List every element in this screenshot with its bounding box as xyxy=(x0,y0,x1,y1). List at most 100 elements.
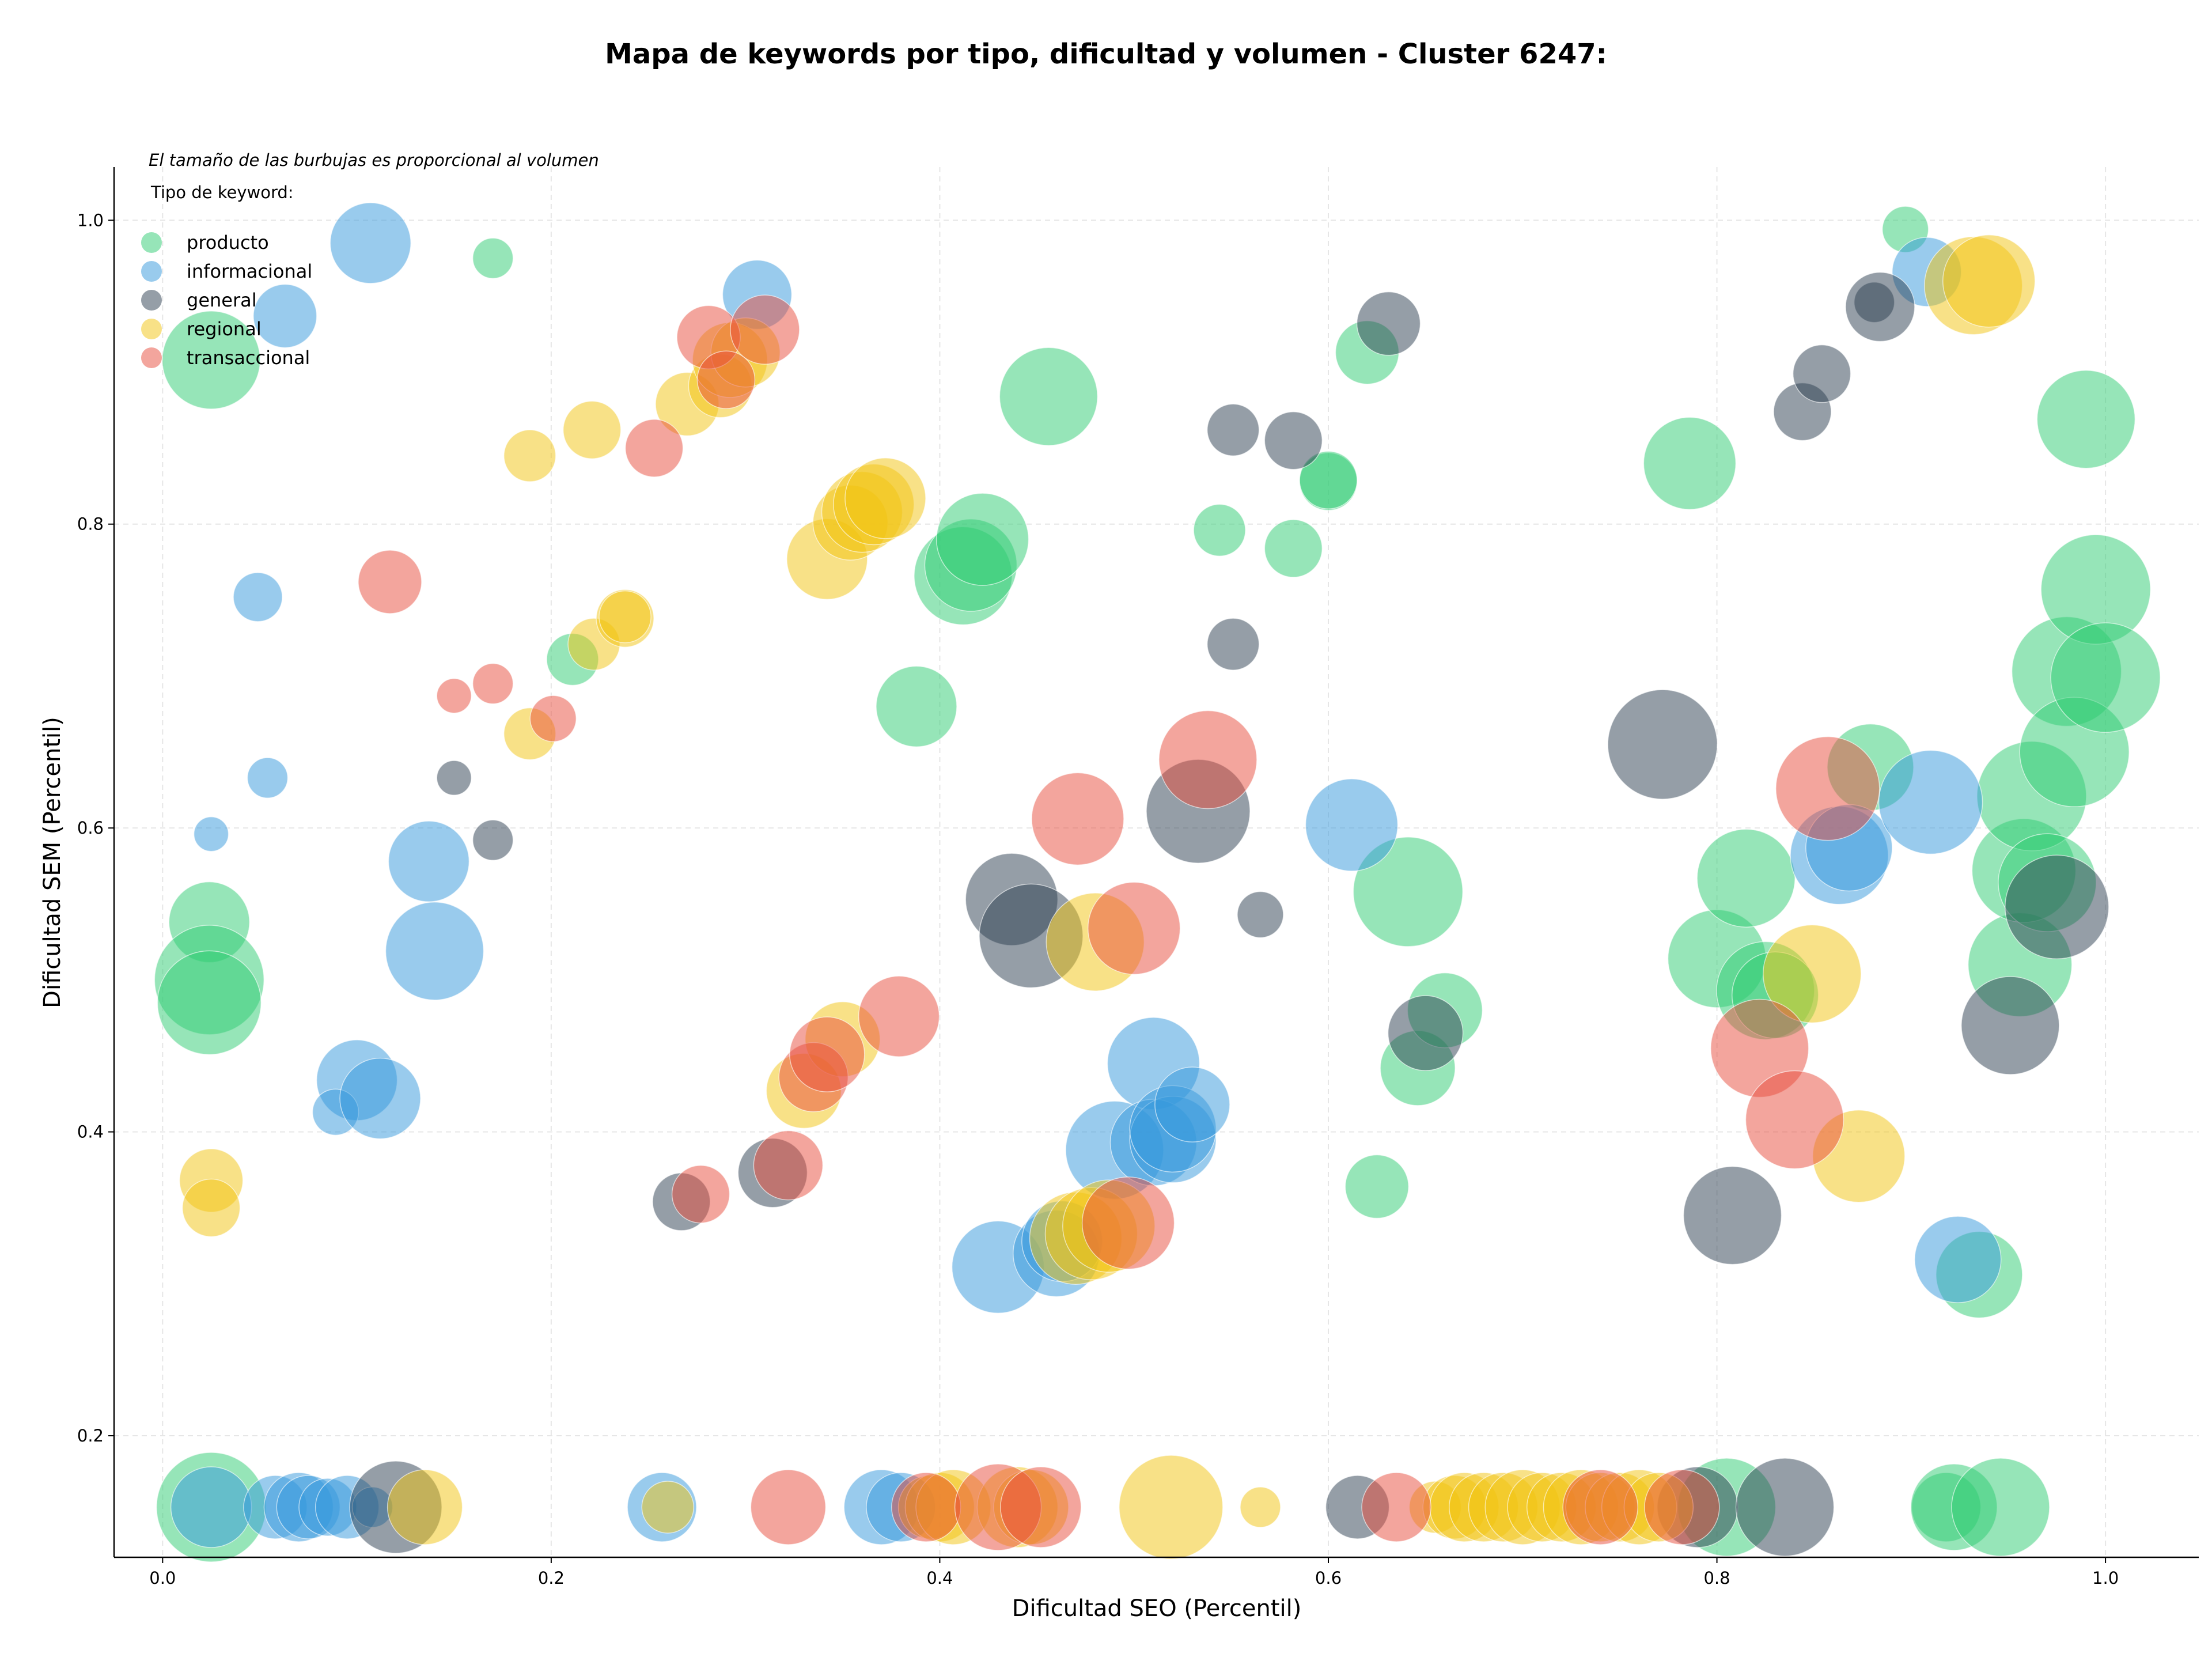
bubble-transaccional xyxy=(789,1016,865,1092)
bubble-general xyxy=(1387,995,1464,1071)
bubble-general xyxy=(1356,291,1421,356)
bubble-producto xyxy=(161,311,261,410)
bubble-informacional xyxy=(1914,1216,2002,1303)
bubble-general xyxy=(1961,976,2060,1075)
bubble-transaccional xyxy=(358,550,422,614)
x-tick-label: 0.4 xyxy=(926,1568,953,1588)
bubble-general xyxy=(1735,1458,1835,1557)
legend-marker-informacional xyxy=(141,261,162,282)
bubble-layer xyxy=(154,202,2161,1562)
bubble-general xyxy=(1845,271,1915,342)
bubble-producto xyxy=(935,493,1029,586)
legend-label-general: general xyxy=(187,289,257,311)
bubble-producto xyxy=(2036,370,2136,469)
bubble-regional xyxy=(562,400,622,459)
legend-label-regional: regional xyxy=(187,318,262,340)
x-tick-label: 0.2 xyxy=(538,1568,565,1588)
bubble-producto xyxy=(1344,1154,1410,1219)
bubble-transaccional xyxy=(1081,1176,1175,1270)
bubble-producto xyxy=(1696,828,1796,928)
bubble-regional xyxy=(641,1481,694,1534)
bubble-general xyxy=(1237,891,1284,939)
bubble-transaccional xyxy=(1031,772,1124,866)
x-tick-label: 1.0 xyxy=(2092,1568,2119,1588)
bubble-general xyxy=(1264,411,1323,470)
x-tick-label: 0.0 xyxy=(149,1568,176,1588)
bubble-producto xyxy=(1353,837,1464,947)
bubble-transaccional xyxy=(1087,881,1181,975)
bubble-transaccional xyxy=(750,1469,827,1545)
bubble-general xyxy=(436,760,472,796)
bubble-producto xyxy=(1643,417,1737,510)
bubble-regional xyxy=(181,1178,241,1238)
y-tick-label: 0.4 xyxy=(77,1122,104,1142)
bubble-transaccional xyxy=(624,419,684,478)
bubble-informacional xyxy=(339,1057,421,1140)
legend-marker-producto xyxy=(141,232,162,253)
y-tick-label: 0.2 xyxy=(77,1426,104,1446)
axes xyxy=(113,167,2199,1558)
bubble-transaccional xyxy=(1745,1070,1844,1170)
bubble-producto xyxy=(1264,519,1323,578)
y-tick-label: 0.8 xyxy=(77,514,104,534)
bubble-transaccional xyxy=(472,663,514,705)
bubble-transaccional xyxy=(1644,1469,1720,1545)
bubble-regional xyxy=(503,429,556,482)
legend-marker-transaccional xyxy=(141,347,162,368)
legend-marker-general xyxy=(141,290,162,311)
bubble-regional xyxy=(1763,924,1862,1024)
bubble-informacional xyxy=(233,572,283,622)
bubble-general xyxy=(472,819,514,861)
x-axis-label: Dificultad SEO (Percentil) xyxy=(1012,1595,1302,1622)
bubble-producto xyxy=(1951,1458,2050,1557)
bubble-informacional xyxy=(247,757,289,799)
bubble-producto xyxy=(1193,504,1246,557)
bubble-producto xyxy=(876,665,957,747)
bubble-transaccional xyxy=(1361,1472,1431,1542)
bubble-informacional xyxy=(1154,1066,1230,1142)
bubble-informacional xyxy=(1305,778,1399,872)
legend-label-producto: producto xyxy=(187,232,269,253)
x-tick-label: 0.8 xyxy=(1703,1568,1730,1588)
bubble-informacional xyxy=(253,283,317,349)
bubble-producto xyxy=(2050,622,2161,733)
bubble-general xyxy=(1607,689,1718,800)
bubble-general xyxy=(2005,854,2109,960)
bubble-regional xyxy=(599,590,652,644)
bubble-general xyxy=(1683,1166,1782,1265)
bubble-transaccional xyxy=(1562,1469,1638,1545)
bubble-transaccional xyxy=(891,1472,961,1542)
bubble-regional xyxy=(1240,1486,1281,1528)
bubble-general xyxy=(1792,344,1851,403)
bubble-transaccional xyxy=(1775,736,1880,841)
bubble-transaccional xyxy=(730,294,800,365)
bubble-informacional xyxy=(193,816,229,852)
bubble-transaccional xyxy=(1000,1466,1082,1548)
bubble-informacional xyxy=(1878,750,1983,855)
bubble-transaccional xyxy=(753,1130,824,1201)
bubble-transaccional xyxy=(529,695,577,743)
legend-label-informacional: informacional xyxy=(187,260,312,282)
bubble-regional xyxy=(387,1469,463,1545)
bubble-producto xyxy=(999,347,1099,446)
legend-title: Tipo de keyword: xyxy=(150,183,294,202)
bubble-producto xyxy=(1299,451,1358,510)
bubble-regional xyxy=(1119,1455,1224,1560)
bubble-producto xyxy=(157,950,262,1055)
y-axis-label: Dificultad SEM (Percentil) xyxy=(39,717,66,1008)
x-tick-label: 0.6 xyxy=(1315,1568,1342,1588)
bubble-informacional xyxy=(329,202,411,284)
bubble-producto xyxy=(472,237,514,279)
bubble-regional xyxy=(844,457,926,539)
chart-title: Mapa de keywords por tipo, dificultad y … xyxy=(605,38,1607,70)
bubble-general xyxy=(1206,618,1260,671)
bubble-size-note: El tamaño de las burbujas es proporciona… xyxy=(149,150,599,170)
bubble-informacional xyxy=(170,1466,252,1548)
legend: Tipo de keyword: producto informacional ge… xyxy=(141,183,312,369)
legend-label-transaccional: transaccional xyxy=(187,347,310,369)
bubble-informacional xyxy=(385,902,484,1001)
legend-marker-regional xyxy=(141,319,162,339)
bubble-transaccional xyxy=(1158,710,1257,809)
bubble-informacional xyxy=(388,820,470,902)
